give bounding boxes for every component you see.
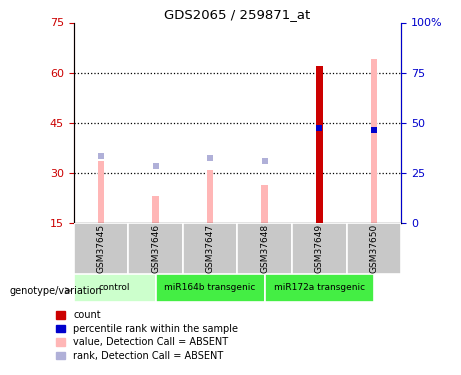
Bar [316,66,323,223]
Legend: count, percentile rank within the sample, value, Detection Call = ABSENT, rank, : count, percentile rank within the sample… [56,310,238,361]
Text: GSM37647: GSM37647 [206,224,215,273]
Text: miR164b transgenic: miR164b transgenic [165,284,256,292]
Text: genotype/variation: genotype/variation [9,286,102,296]
Bar [347,223,401,274]
Text: GSM37646: GSM37646 [151,224,160,273]
Title: GDS2065 / 259871_at: GDS2065 / 259871_at [164,8,311,21]
Bar [152,196,159,223]
Bar [265,274,374,302]
Bar [183,223,237,274]
Bar [371,59,377,223]
Text: GSM37645: GSM37645 [96,224,106,273]
Text: miR172a transgenic: miR172a transgenic [274,284,365,292]
Text: control: control [99,284,130,292]
Text: GSM37648: GSM37648 [260,224,269,273]
Bar [207,170,213,223]
Text: GSM37650: GSM37650 [369,224,378,273]
Bar [237,223,292,274]
Bar [128,223,183,274]
Bar [261,184,268,223]
Text: GSM37649: GSM37649 [315,224,324,273]
Bar [74,223,128,274]
Bar [316,66,323,223]
Bar [292,223,347,274]
Bar [98,161,104,223]
Bar [74,274,156,302]
Bar [156,274,265,302]
